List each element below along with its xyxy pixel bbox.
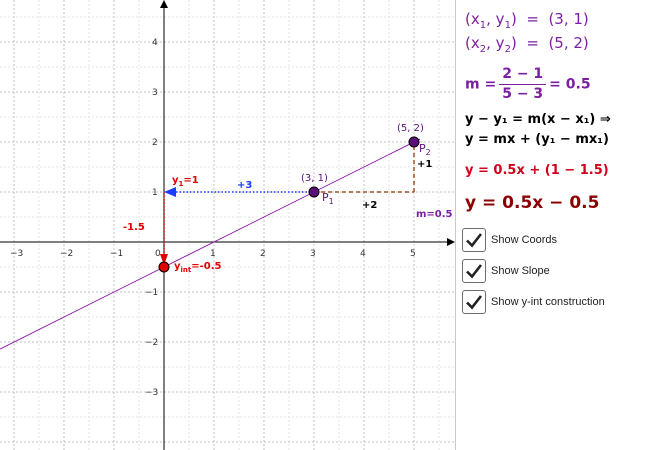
show-coords-checkbox[interactable] bbox=[462, 228, 486, 252]
point-p1[interactable] bbox=[308, 186, 320, 198]
x-tick-label: 2 bbox=[260, 249, 266, 259]
checkmark-icon bbox=[466, 295, 483, 310]
plus3-label: +3 bbox=[237, 180, 252, 191]
y-tick-label: −3 bbox=[145, 388, 158, 398]
x-tick-label: 3 bbox=[310, 249, 316, 259]
show-slope-checkbox[interactable] bbox=[462, 259, 486, 283]
x-tick-labels: −3 −2 −1 0 1 2 3 4 5 bbox=[10, 249, 416, 259]
x-tick-label: 5 bbox=[410, 249, 416, 259]
substituted-equation: y = 0.5x + (1 − 1.5) bbox=[465, 163, 609, 178]
y-tick-label: 3 bbox=[152, 88, 158, 98]
checkmark-icon bbox=[466, 233, 483, 248]
yint-label: yint=-0.5 bbox=[174, 261, 222, 274]
y-tick-label: 4 bbox=[152, 38, 158, 48]
point-slope-formula: y − y₁ = m(x − x₁) ⇒ bbox=[465, 112, 611, 127]
show-slope-row[interactable]: Show Slope bbox=[462, 259, 550, 283]
show-slope-label[interactable]: Show Slope bbox=[491, 265, 550, 277]
point-y-intercept[interactable] bbox=[158, 261, 170, 273]
x-tick-label: −3 bbox=[10, 249, 23, 259]
graphics-view[interactable]: −3 −2 −1 0 1 2 3 4 5 4 3 2 1 −1 −2 −3 (3, 1) (5, 2) P1… bbox=[0, 0, 455, 450]
checkmark-icon bbox=[466, 264, 483, 279]
y-tick-label: 2 bbox=[152, 138, 158, 148]
coord1-text: (x1, y1) = (3, 1) bbox=[465, 10, 589, 31]
x-tick-label: 4 bbox=[360, 249, 366, 259]
minus-1-5-label: -1.5 bbox=[123, 222, 145, 233]
y-tick-label: −1 bbox=[145, 288, 158, 298]
x-tick-label: 1 bbox=[210, 249, 216, 259]
coord2-text: (x2, y2) = (5, 2) bbox=[465, 34, 589, 55]
final-equation: y = 0.5x − 0.5 bbox=[465, 193, 600, 213]
show-coords-row[interactable]: Show Coords bbox=[462, 228, 557, 252]
x-tick-label: 0 bbox=[155, 249, 161, 259]
show-yint-label[interactable]: Show y-int construction bbox=[491, 296, 605, 308]
y-tick-label: 1 bbox=[152, 188, 158, 198]
p2-coord-label: (5, 2) bbox=[397, 123, 424, 134]
point-p2[interactable] bbox=[408, 136, 420, 148]
slope-label: m=0.5 bbox=[416, 209, 453, 220]
rise-label: +1 bbox=[417, 159, 432, 170]
slope-intercept-formula: y = mx + (y₁ − mx₁) bbox=[465, 132, 609, 147]
show-yint-row[interactable]: Show y-int construction bbox=[462, 290, 605, 314]
line-through-points[interactable] bbox=[0, 138, 421, 350]
y-tick-labels: 4 3 2 1 −1 −2 −3 bbox=[145, 38, 158, 398]
red-arrow-icon bbox=[160, 254, 168, 265]
y1-label: y1=1 bbox=[172, 175, 199, 188]
grid bbox=[0, 0, 455, 450]
x-axis-arrow-icon bbox=[447, 238, 455, 246]
control-panel: (x1, y1) = (3, 1) (x2, y2) = (5, 2) m = 2… bbox=[455, 0, 651, 450]
y-tick-label: −2 bbox=[145, 338, 158, 348]
run-label: +2 bbox=[362, 200, 377, 211]
blue-arrow-icon bbox=[164, 187, 176, 197]
x-tick-label: −2 bbox=[60, 249, 73, 259]
p1-name-label: P1 bbox=[322, 191, 334, 206]
p1-coord-label: (3, 1) bbox=[301, 173, 328, 184]
show-coords-label[interactable]: Show Coords bbox=[491, 234, 558, 246]
y-axis-arrow-icon bbox=[160, 0, 168, 8]
p2-name-label: P2 bbox=[419, 142, 431, 157]
show-yint-checkbox[interactable] bbox=[462, 290, 486, 314]
x-tick-label: −1 bbox=[110, 249, 123, 259]
